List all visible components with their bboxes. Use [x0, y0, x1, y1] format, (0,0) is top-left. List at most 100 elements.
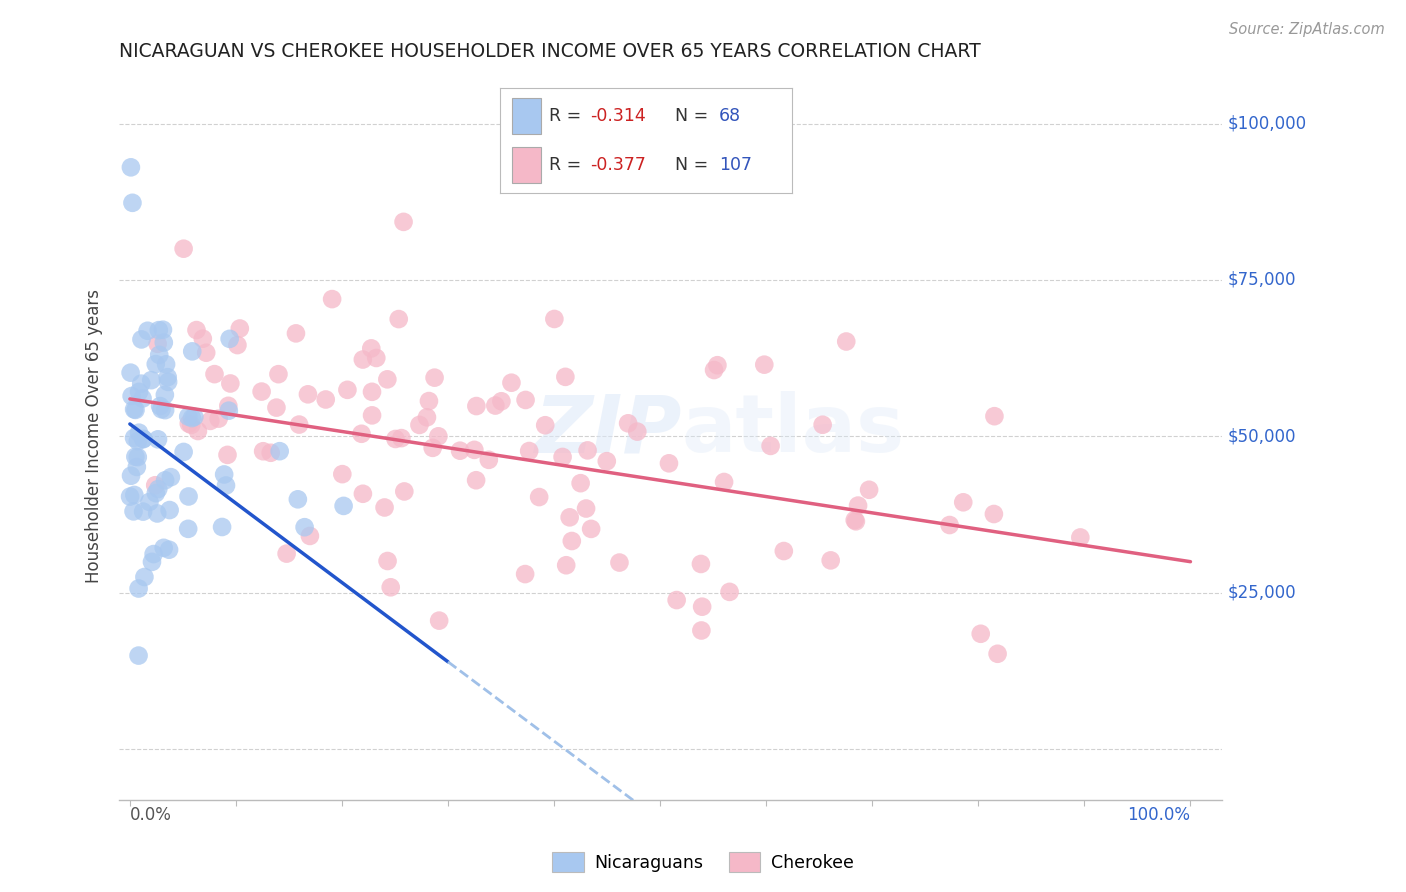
Point: [294, 520, 316, 534]
Point: [288, 417, 311, 432]
Point: [269, 444, 291, 458]
Legend: Nicaraguans, Cherokee: Nicaraguans, Cherokee: [546, 845, 860, 879]
Point: [128, 582, 150, 596]
Point: [211, 520, 233, 534]
Text: 100.0%: 100.0%: [1128, 805, 1191, 824]
Point: [321, 292, 343, 306]
Point: [983, 409, 1005, 424]
Point: [449, 443, 471, 458]
Point: [513, 567, 536, 582]
Point: [124, 450, 146, 464]
Point: [374, 500, 396, 515]
Point: [361, 384, 384, 399]
Point: [121, 195, 143, 210]
Point: [212, 467, 235, 482]
Point: [626, 425, 648, 439]
Point: [148, 323, 170, 337]
Point: [122, 431, 145, 445]
Point: [361, 409, 384, 423]
Point: [146, 336, 169, 351]
Point: [690, 599, 713, 614]
Point: [128, 648, 150, 663]
Point: [952, 495, 974, 509]
Point: [204, 367, 226, 381]
Point: [122, 504, 145, 518]
Point: [336, 383, 359, 397]
Point: [366, 351, 388, 365]
Point: [157, 375, 180, 389]
Point: [388, 312, 411, 326]
Point: [141, 555, 163, 569]
Point: [129, 376, 152, 391]
Point: [416, 410, 439, 425]
Point: [149, 399, 172, 413]
Point: [706, 358, 728, 372]
Point: [352, 487, 374, 501]
Point: [350, 426, 373, 441]
Point: [127, 450, 149, 464]
Point: [408, 417, 430, 432]
Point: [554, 369, 576, 384]
Point: [380, 580, 402, 594]
Point: [759, 439, 782, 453]
Point: [392, 215, 415, 229]
Point: [375, 372, 398, 386]
Point: [148, 482, 170, 496]
Point: [983, 507, 1005, 521]
Point: [970, 627, 993, 641]
Point: [217, 399, 239, 413]
Point: [820, 553, 842, 567]
Point: [187, 424, 209, 438]
Point: [561, 534, 583, 549]
Point: [177, 522, 200, 536]
Point: [146, 507, 169, 521]
Point: [575, 501, 598, 516]
Point: [835, 334, 858, 349]
Point: [596, 454, 619, 468]
Point: [120, 468, 142, 483]
Point: [665, 593, 688, 607]
Point: [938, 518, 960, 533]
Point: [128, 425, 150, 440]
Point: [527, 490, 550, 504]
Point: [266, 401, 288, 415]
Point: [134, 570, 156, 584]
Point: [148, 348, 170, 362]
Point: [718, 585, 741, 599]
Point: [465, 473, 488, 487]
Point: [120, 161, 142, 175]
Point: [267, 367, 290, 381]
Point: [352, 352, 374, 367]
Point: [120, 366, 142, 380]
Point: [260, 446, 283, 460]
Point: [252, 444, 274, 458]
Point: [138, 495, 160, 509]
Point: [422, 441, 444, 455]
Point: [180, 417, 202, 432]
Point: [131, 392, 153, 406]
Point: [418, 394, 440, 409]
Point: [132, 432, 155, 446]
Text: $75,000: $75,000: [1227, 271, 1296, 289]
Point: [218, 332, 240, 346]
Point: [845, 514, 868, 528]
Point: [153, 388, 176, 402]
Point: [124, 488, 146, 502]
Y-axis label: Householder Income Over 65 years: Householder Income Over 65 years: [86, 290, 103, 583]
Point: [377, 554, 399, 568]
Point: [846, 499, 869, 513]
Point: [427, 614, 450, 628]
Point: [136, 324, 159, 338]
Point: [152, 323, 174, 337]
Point: [121, 389, 143, 403]
Point: [858, 483, 880, 497]
Point: [141, 373, 163, 387]
Text: NICARAGUAN VS CHEROKEE HOUSEHOLDER INCOME OVER 65 YEARS CORRELATION CHART: NICARAGUAN VS CHEROKEE HOUSEHOLDER INCOM…: [120, 42, 981, 61]
Point: [297, 387, 319, 401]
Point: [423, 370, 446, 384]
Point: [173, 242, 195, 256]
Point: [690, 557, 713, 571]
Point: [315, 392, 337, 407]
Point: [200, 414, 222, 428]
Point: [226, 338, 249, 352]
